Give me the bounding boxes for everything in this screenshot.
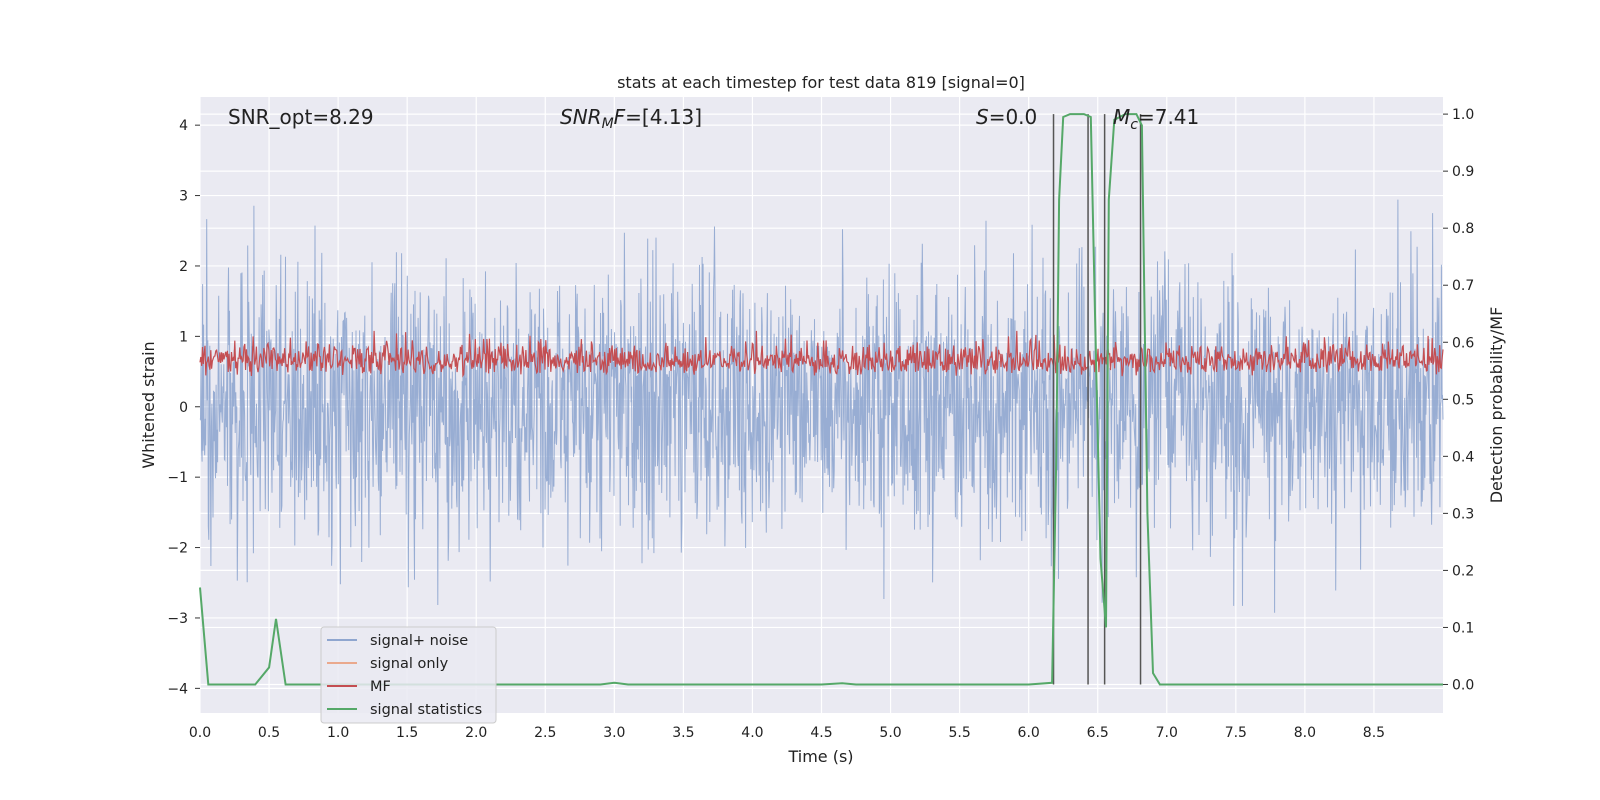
mc-annotation: Mc=7.41 (1113, 105, 1199, 133)
x-tick-label: 6.0 (1018, 725, 1040, 741)
x-tick-label: 0.0 (189, 725, 211, 741)
signal-noise-line (199, 199, 1444, 613)
y-left-axis-label: Whitened strain (139, 341, 158, 468)
y-left-tick-label: −4 (167, 681, 188, 697)
y-left-tick-label: 3 (179, 189, 188, 205)
x-tick-label: 5.5 (948, 725, 970, 741)
x-tick-label: 2.0 (465, 725, 487, 741)
mf-series (199, 330, 1444, 378)
x-tick-label: 8.0 (1294, 725, 1316, 741)
x-tick-label: 7.0 (1156, 725, 1178, 741)
x-tick-label: 4.5 (810, 725, 832, 741)
mf-line (199, 330, 1444, 378)
y-right-tick-label: 0.5 (1452, 392, 1474, 408)
y-right-tick-label: 0.4 (1452, 449, 1474, 465)
x-tick-label: 1.0 (327, 725, 349, 741)
x-tick-label: 6.5 (1087, 725, 1109, 741)
y-right-tick-label: 0.1 (1452, 620, 1474, 636)
y-right-tick-label: 0.2 (1452, 563, 1474, 579)
x-tick-label: 5.0 (879, 725, 901, 741)
legend-label-signal-only: signal only (370, 656, 449, 672)
y-right-tick-label: 0.6 (1452, 335, 1474, 351)
signal-statistics-line (199, 113, 1443, 686)
y-right-tick-label: 0.0 (1452, 677, 1474, 693)
x-axis-ticks: 0.0 0.5 1.0 1.5 2.0 2.5 3.0 3.5 4.0 4.5 5.0 5.5 6.0 6… (189, 725, 1385, 741)
x-tick-label: 3.5 (672, 725, 694, 741)
y-right-tick-label: 1.0 (1452, 107, 1474, 123)
y-right-axis-label: Detection probability/MF (1487, 307, 1506, 504)
legend-label-mf: MF (370, 679, 391, 695)
x-axis-label: Time (s) (787, 747, 853, 766)
legend-box (320, 626, 497, 724)
chart-title: stats at each timestep for test data 819… (617, 73, 1025, 92)
legend-label-signal-noise: signal+ noise (370, 633, 468, 649)
y-right-tick-label: 0.3 (1452, 506, 1474, 522)
y-right-axis-ticks: 1.0 0.9 0.8 0.7 0.6 0.5 0.4 0.3 0.2 0.1 0.0 (1443, 107, 1474, 693)
y-left-tick-label: −3 (167, 611, 188, 627)
y-right-tick-label: 0.9 (1452, 164, 1474, 180)
y-right-tick-label: 0.7 (1452, 278, 1474, 294)
snr-opt-annotation: SNR_opt=8.29 (228, 105, 374, 129)
y-left-axis-ticks: 4 3 2 1 0 −1 −2 −3 −4 (167, 118, 200, 697)
y-left-tick-label: 1 (179, 329, 188, 345)
x-tick-label: 0.5 (258, 725, 280, 741)
y-left-tick-label: −2 (167, 541, 188, 557)
legend-label-signal-statistics: signal statistics (370, 702, 482, 718)
x-tick-label: 7.5 (1225, 725, 1247, 741)
x-tick-label: 1.5 (396, 725, 418, 741)
s-annotation: S=0.0 (976, 105, 1037, 129)
y-right-tick-label: 0.8 (1452, 221, 1474, 237)
x-tick-label: 3.0 (603, 725, 625, 741)
x-tick-label: 2.5 (534, 725, 556, 741)
vertical-markers (1052, 114, 1142, 685)
y-left-tick-label: 2 (179, 259, 188, 275)
legend: signal+ noise signal only MF signal stat… (320, 626, 497, 724)
signal-noise-series (199, 199, 1444, 613)
snr-mf-annotation: SNRMF=[4.13] (560, 105, 702, 132)
y-left-tick-label: −1 (167, 470, 188, 486)
x-tick-label: 8.5 (1363, 725, 1385, 741)
y-left-tick-label: 0 (179, 400, 188, 416)
y-left-tick-label: 4 (179, 118, 188, 134)
x-tick-label: 4.0 (741, 725, 763, 741)
signal-statistics-series (199, 113, 1443, 686)
